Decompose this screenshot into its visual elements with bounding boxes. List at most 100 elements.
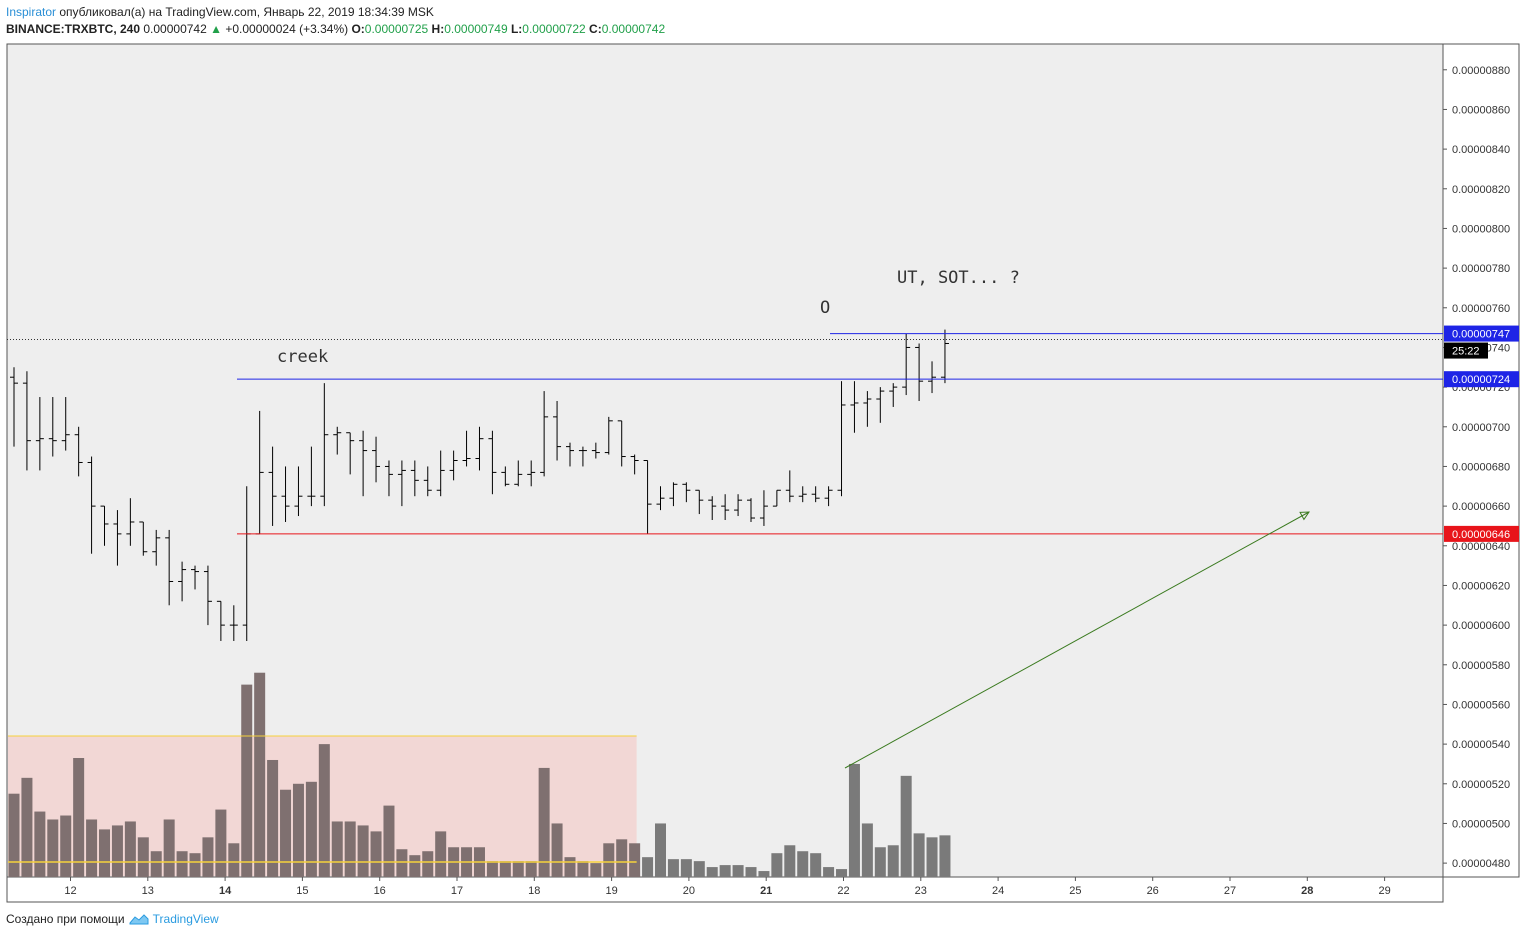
- volume-bar: [60, 815, 72, 877]
- x-tick-label: 29: [1378, 885, 1390, 897]
- price-tag: [1444, 371, 1519, 388]
- horizontal-levels[interactable]: [237, 333, 1443, 535]
- x-axis: 12 13 14 15 16 17 18 19 20 21 22 23 24 25 26 27 28 29: [64, 877, 1391, 897]
- high-value: 0.00000749: [444, 22, 508, 36]
- volume-bar: [499, 861, 511, 877]
- volume-bar: [435, 831, 447, 877]
- y-tick-label: 0.00000580: [1452, 660, 1510, 672]
- price-change: +0.00000024 (+3.34%): [225, 22, 349, 36]
- ohlc-bar: [708, 496, 717, 520]
- volume-bar: [99, 829, 111, 877]
- volume-bar: [409, 855, 421, 877]
- volume-bar: [525, 861, 537, 877]
- volume-bar: [47, 819, 59, 877]
- ohlc-bar: [436, 450, 445, 497]
- volume-bar: [616, 839, 628, 877]
- price-axis-background[interactable]: [1442, 43, 1520, 878]
- volume-bar: [241, 684, 253, 877]
- ohlc-bar: [191, 565, 200, 590]
- ohlc-bar: [320, 383, 329, 507]
- ohlc-bar: [889, 383, 898, 407]
- countdown-label: 25:22: [1452, 346, 1480, 358]
- volume-bar: [629, 843, 641, 877]
- low-label: L:: [510, 22, 523, 36]
- high-label: H:: [431, 22, 445, 36]
- symbol-name[interactable]: BINANCE:TRXBTC, 240: [6, 22, 141, 36]
- ohlc-bar: [35, 397, 44, 471]
- volume-bar: [667, 859, 679, 877]
- x-tick-label: 16: [374, 885, 386, 897]
- price-tag-label: 0.00000724: [1452, 374, 1510, 386]
- x-tick-label: 24: [992, 885, 1004, 897]
- ohlc-bar: [915, 343, 924, 401]
- x-tick-label: 25: [1069, 885, 1081, 897]
- volume-bar: [318, 744, 330, 877]
- ohlc-bar: [850, 381, 859, 433]
- ohlc-bar: [553, 401, 562, 461]
- ohlc-bar: [126, 498, 135, 546]
- ohlc-bar: [669, 482, 678, 507]
- ohlc-bar: [462, 430, 471, 467]
- ohlc-bar: [87, 456, 96, 554]
- footer-brand[interactable]: TradingView: [152, 912, 219, 926]
- x-tick-label: 17: [451, 885, 463, 897]
- volume-bar: [331, 821, 343, 877]
- volume-bar: [771, 853, 783, 877]
- x-tick-label: 26: [1147, 885, 1159, 897]
- y-tick-label: 0.00000840: [1452, 144, 1510, 156]
- ohlc-bar: [203, 565, 212, 626]
- annotation-ut-sot[interactable]: UT, SOT... ?: [897, 268, 1020, 288]
- volume-bar: [900, 775, 912, 877]
- volume-bar: [745, 867, 757, 877]
- ohlc-bar: [152, 529, 161, 566]
- price-axis-labels: 0.00000747 0.00000724 0.00000646 25:22: [1444, 325, 1519, 542]
- volume-bar: [73, 758, 85, 877]
- ohlc-bar: [372, 436, 381, 483]
- volume-bar: [150, 851, 162, 877]
- volume-bar: [642, 857, 654, 877]
- volume-bar: [8, 793, 20, 877]
- ohlc-bar: [940, 329, 949, 384]
- x-tick-label: 15: [296, 885, 308, 897]
- footer: Создано при помощи TradingView: [6, 912, 219, 926]
- annotation-o[interactable]: O: [820, 298, 830, 318]
- volume-bar: [305, 781, 317, 877]
- ohlc-bar: [281, 466, 290, 522]
- volume-bar: [163, 819, 175, 877]
- publish-text: опубликовал(а) на TradingView.com, Январ…: [59, 5, 434, 19]
- x-tick-label: 22: [837, 885, 849, 897]
- volume-bar: [176, 851, 188, 877]
- x-tick-label: 21: [760, 885, 772, 897]
- price-chart[interactable]: 0.00000880 0.00000860 0.00000840 0.00000820…: [0, 0, 1526, 910]
- x-tick-label: 13: [142, 885, 154, 897]
- volume-bar: [732, 865, 744, 877]
- time-axis-background[interactable]: [6, 876, 1444, 903]
- volume-bar: [86, 819, 98, 877]
- ohlc-bar: [359, 430, 368, 497]
- volume-bar: [564, 857, 576, 877]
- author-link[interactable]: Inspirator: [6, 5, 57, 19]
- ohlc-bar: [268, 446, 277, 526]
- volume-bar: [590, 863, 602, 877]
- ohlc-bar: [61, 397, 70, 451]
- ohlc-bar: [100, 505, 109, 546]
- volume-bar: [383, 805, 395, 877]
- ohlc-bar: [113, 510, 122, 566]
- ohlc-bar: [759, 490, 768, 526]
- volume-bar: [21, 777, 33, 877]
- volume-bar: [538, 767, 550, 877]
- ohlc-bar: [578, 446, 587, 467]
- y-tick-label: 0.00000480: [1452, 858, 1510, 870]
- volume-bar: [215, 809, 227, 877]
- close-label: C:: [589, 22, 602, 36]
- ohlc-bar: [410, 460, 419, 497]
- up-arrow-icon: ▲: [210, 22, 222, 36]
- x-tick-label: 18: [528, 885, 540, 897]
- volume-bar: [111, 825, 123, 877]
- annotation-creek[interactable]: creek: [277, 347, 328, 367]
- trend-arrow[interactable]: [844, 511, 1310, 769]
- ohlc-bar: [48, 397, 57, 457]
- volume-bar: [719, 865, 731, 877]
- volume-bar: [758, 871, 770, 877]
- ohlc-bar: [928, 361, 937, 394]
